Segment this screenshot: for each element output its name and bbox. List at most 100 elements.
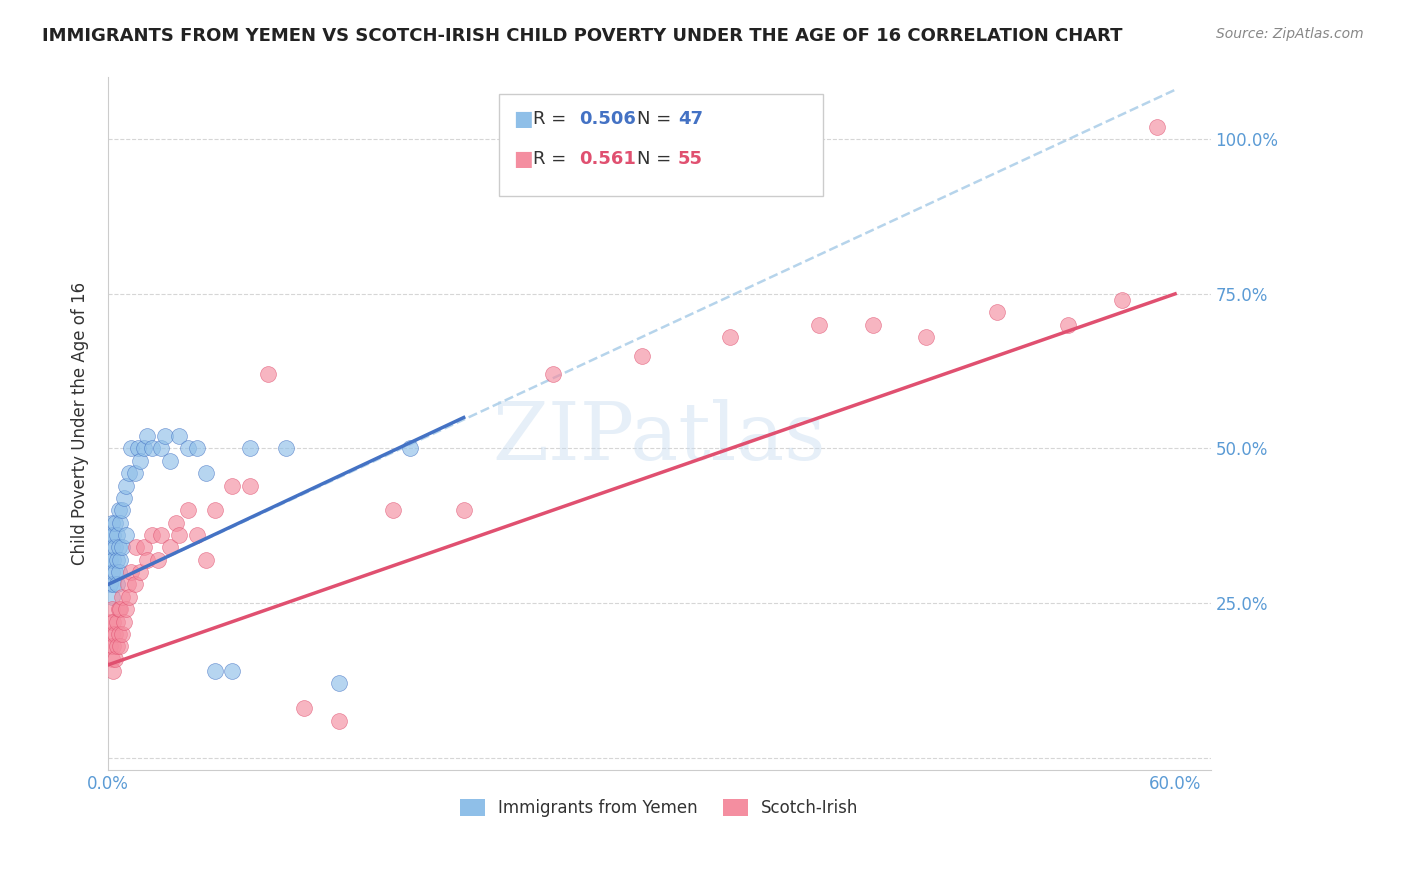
- Point: [103, 615, 125, 629]
- Point: [150, 442, 173, 456]
- Text: 47: 47: [678, 110, 703, 128]
- Text: R =: R =: [533, 150, 572, 168]
- Point: [146, 553, 169, 567]
- Point: [107, 503, 129, 517]
- Point: [103, 577, 125, 591]
- Point: [110, 640, 132, 654]
- Y-axis label: Child Poverty Under the Age of 16: Child Poverty Under the Age of 16: [72, 282, 89, 566]
- Point: [103, 528, 125, 542]
- Point: [104, 651, 127, 665]
- Point: [98, 553, 121, 567]
- Point: [107, 627, 129, 641]
- Text: R =: R =: [533, 110, 572, 128]
- Point: [100, 516, 122, 530]
- Point: [103, 664, 125, 678]
- Point: [98, 615, 121, 629]
- Point: [110, 602, 132, 616]
- Point: [136, 553, 159, 567]
- Point: [118, 590, 141, 604]
- Text: N =: N =: [637, 110, 676, 128]
- Point: [129, 565, 152, 579]
- Point: [105, 615, 128, 629]
- Legend: Immigrants from Yemen, Scotch-Irish: Immigrants from Yemen, Scotch-Irish: [453, 792, 865, 824]
- Point: [114, 478, 136, 492]
- Point: [159, 541, 181, 555]
- Point: [111, 541, 134, 555]
- Text: ■: ■: [513, 149, 533, 169]
- Point: [153, 429, 176, 443]
- Point: [100, 565, 122, 579]
- Point: [120, 565, 142, 579]
- Point: [862, 318, 884, 332]
- Point: [111, 590, 134, 604]
- Point: [328, 676, 350, 690]
- Point: [239, 478, 262, 492]
- Point: [204, 503, 226, 517]
- Text: N =: N =: [637, 150, 676, 168]
- Text: ■: ■: [513, 109, 533, 128]
- Point: [150, 528, 173, 542]
- Point: [100, 602, 122, 616]
- Point: [118, 466, 141, 480]
- Point: [194, 553, 217, 567]
- Point: [111, 627, 134, 641]
- Point: [114, 528, 136, 542]
- Point: [110, 516, 132, 530]
- Point: [986, 305, 1008, 319]
- Point: [186, 442, 208, 456]
- Point: [105, 577, 128, 591]
- Point: [453, 503, 475, 517]
- Point: [100, 590, 122, 604]
- Point: [107, 541, 129, 555]
- Text: 0.561: 0.561: [579, 150, 636, 168]
- Point: [132, 541, 155, 555]
- Point: [100, 651, 122, 665]
- Point: [720, 330, 742, 344]
- Point: [105, 528, 128, 542]
- Point: [107, 565, 129, 579]
- Point: [100, 541, 122, 555]
- Point: [105, 640, 128, 654]
- Point: [165, 516, 187, 530]
- Point: [114, 602, 136, 616]
- Point: [129, 454, 152, 468]
- Point: [125, 541, 148, 555]
- Point: [141, 442, 163, 456]
- Point: [177, 503, 200, 517]
- Point: [112, 491, 135, 505]
- Point: [141, 528, 163, 542]
- Point: [124, 577, 146, 591]
- Point: [177, 442, 200, 456]
- Point: [194, 466, 217, 480]
- Point: [120, 442, 142, 456]
- Text: Source: ZipAtlas.com: Source: ZipAtlas.com: [1216, 27, 1364, 41]
- Point: [127, 442, 149, 456]
- Point: [103, 553, 125, 567]
- Point: [110, 553, 132, 567]
- Text: ZIPatlas: ZIPatlas: [492, 399, 827, 476]
- Point: [381, 503, 404, 517]
- Point: [221, 664, 243, 678]
- Point: [1146, 120, 1168, 134]
- Point: [104, 627, 127, 641]
- Point: [100, 627, 122, 641]
- Point: [167, 429, 190, 443]
- Point: [124, 466, 146, 480]
- Text: IMMIGRANTS FROM YEMEN VS SCOTCH-IRISH CHILD POVERTY UNDER THE AGE OF 16 CORRELAT: IMMIGRANTS FROM YEMEN VS SCOTCH-IRISH CH…: [42, 27, 1122, 45]
- Point: [159, 454, 181, 468]
- Point: [186, 528, 208, 542]
- Text: 55: 55: [678, 150, 703, 168]
- Point: [204, 664, 226, 678]
- Point: [117, 577, 139, 591]
- Text: 0.506: 0.506: [579, 110, 636, 128]
- Point: [915, 330, 938, 344]
- Point: [104, 516, 127, 530]
- Point: [167, 528, 190, 542]
- Point: [112, 615, 135, 629]
- Point: [103, 640, 125, 654]
- Point: [274, 442, 297, 456]
- Point: [132, 442, 155, 456]
- Point: [808, 318, 831, 332]
- Point: [98, 528, 121, 542]
- Point: [98, 577, 121, 591]
